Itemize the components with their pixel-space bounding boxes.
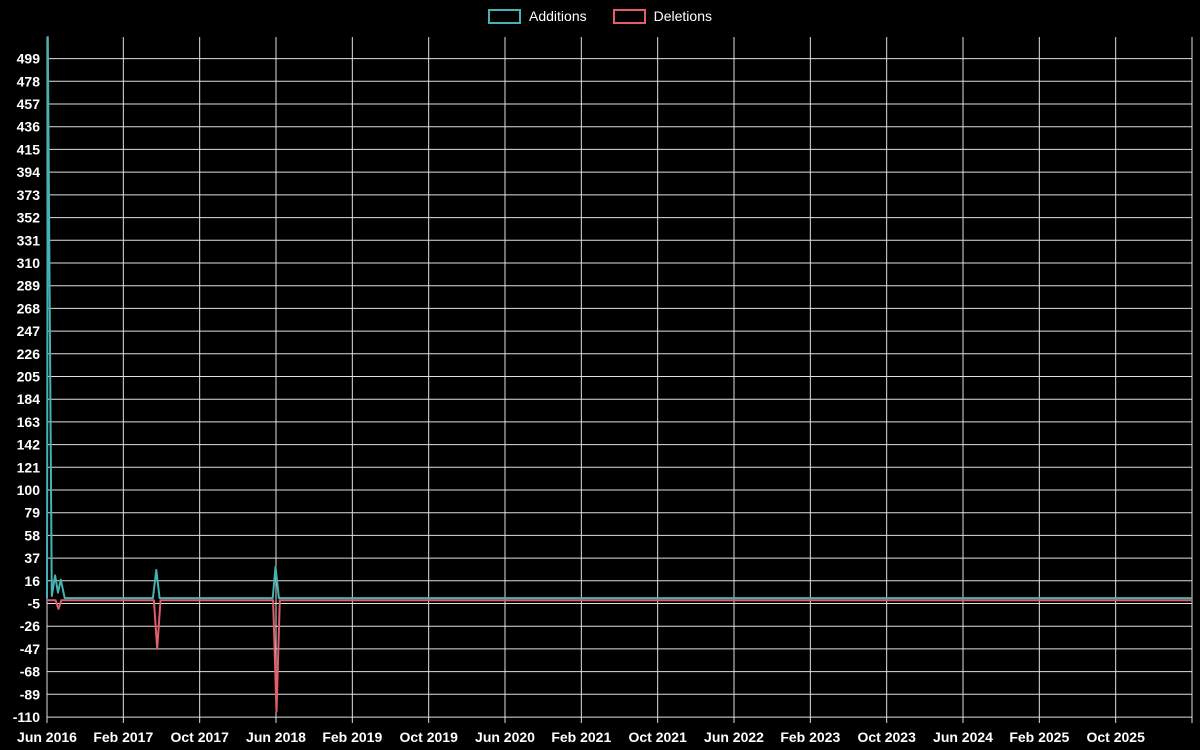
y-tick-label: -5 bbox=[28, 596, 41, 612]
y-tick-label: 415 bbox=[17, 141, 41, 157]
y-tick-label: 79 bbox=[24, 505, 40, 521]
x-tick-label: Feb 2025 bbox=[1009, 729, 1069, 745]
x-tick-label: Oct 2023 bbox=[858, 729, 917, 745]
y-tick-label: -47 bbox=[20, 641, 40, 657]
y-tick-label: 499 bbox=[17, 51, 41, 67]
y-tick-label: 436 bbox=[17, 119, 41, 135]
legend-label-additions: Additions bbox=[529, 8, 587, 24]
y-tick-label: 373 bbox=[17, 187, 41, 203]
y-tick-label: 37 bbox=[24, 550, 40, 566]
y-tick-label: 142 bbox=[17, 437, 41, 453]
y-tick-label: 121 bbox=[17, 459, 41, 475]
y-tick-label: -89 bbox=[20, 686, 40, 702]
additions-swatch bbox=[488, 8, 522, 24]
x-tick-label: Oct 2017 bbox=[171, 729, 230, 745]
x-tick-label: Feb 2021 bbox=[551, 729, 611, 745]
x-tick-label: Jun 2018 bbox=[246, 729, 306, 745]
y-tick-label: 457 bbox=[17, 96, 41, 112]
y-tick-label: 289 bbox=[17, 278, 41, 294]
y-tick-label: 100 bbox=[17, 482, 41, 498]
x-tick-label: Oct 2019 bbox=[400, 729, 459, 745]
deletions-line bbox=[47, 599, 1192, 713]
x-tick-label: Feb 2023 bbox=[780, 729, 840, 745]
y-tick-label: 478 bbox=[17, 73, 41, 89]
additions-line bbox=[46, 36, 1192, 600]
x-tick-label: Jun 2022 bbox=[704, 729, 764, 745]
y-tick-label: 205 bbox=[17, 369, 41, 385]
y-tick-label: 331 bbox=[17, 232, 41, 248]
y-tick-label: -68 bbox=[20, 664, 40, 680]
y-tick-label: 268 bbox=[17, 300, 41, 316]
x-tick-label: Feb 2017 bbox=[93, 729, 153, 745]
y-tick-label: 226 bbox=[17, 346, 41, 362]
x-tick-label: Oct 2021 bbox=[629, 729, 688, 745]
y-tick-label: 163 bbox=[17, 414, 41, 430]
chart-legend: Additions Deletions bbox=[0, 8, 1200, 24]
y-tick-label: 16 bbox=[24, 573, 40, 589]
y-tick-label: 394 bbox=[17, 164, 41, 180]
y-tick-label: 58 bbox=[24, 527, 40, 543]
x-tick-label: Jun 2020 bbox=[475, 729, 535, 745]
x-tick-label: Oct 2025 bbox=[1087, 729, 1146, 745]
deletions-swatch bbox=[612, 8, 646, 24]
legend-label-deletions: Deletions bbox=[653, 8, 712, 24]
x-tick-label: Feb 2019 bbox=[322, 729, 382, 745]
y-tick-label: 310 bbox=[17, 255, 41, 271]
x-tick-label: Jun 2024 bbox=[933, 729, 993, 745]
y-tick-label: 247 bbox=[17, 323, 41, 339]
legend-item-deletions[interactable]: Deletions bbox=[612, 8, 712, 24]
y-tick-label: 352 bbox=[17, 210, 41, 226]
x-tick-label: Jun 2016 bbox=[17, 729, 77, 745]
y-tick-label: 184 bbox=[17, 391, 41, 407]
y-tick-label: -26 bbox=[20, 618, 40, 634]
y-tick-label: -110 bbox=[13, 709, 40, 725]
legend-item-additions[interactable]: Additions bbox=[488, 8, 587, 24]
